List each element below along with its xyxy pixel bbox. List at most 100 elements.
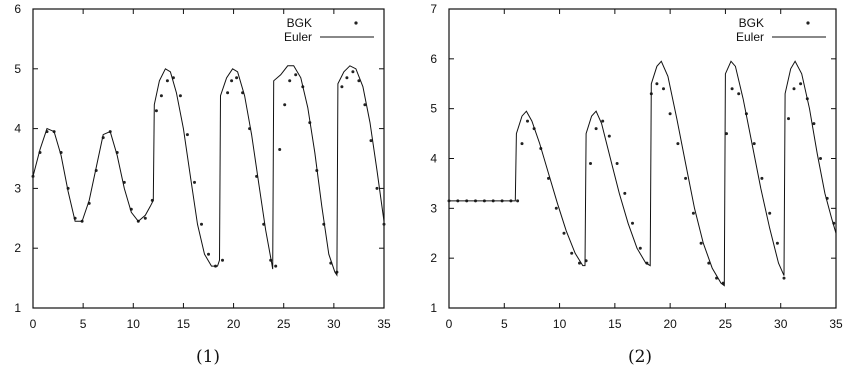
y-tick-label: 5 <box>14 62 21 76</box>
data-point-bgk <box>768 211 772 215</box>
data-point-bgk <box>193 180 196 184</box>
data-point-bgk <box>382 222 386 226</box>
data-point-bgk <box>185 133 189 137</box>
data-point-bgk <box>662 87 665 91</box>
data-point-bgk <box>707 261 711 265</box>
data-point-bgk <box>684 176 688 180</box>
x-tick-label: 0 <box>446 317 453 331</box>
x-tick-label: 5 <box>80 317 87 331</box>
data-point-bgk <box>676 142 680 146</box>
y-tick-label: 6 <box>430 52 437 66</box>
legend-point-swatch <box>806 21 810 25</box>
series-line-euler <box>449 60 837 287</box>
data-point-bgk <box>752 142 756 146</box>
data-point-bgk <box>638 246 642 250</box>
legend-label: Euler <box>284 30 312 44</box>
data-point-bgk <box>340 85 344 89</box>
legend-label: BGK <box>739 16 764 30</box>
y-tick-label: 7 <box>430 2 437 16</box>
y-tick-label: 4 <box>430 152 437 166</box>
y-tick-label: 1 <box>14 301 21 315</box>
y-tick-label: 1 <box>430 301 437 315</box>
data-point-bgk <box>812 122 816 126</box>
x-tick-label: 25 <box>719 317 733 331</box>
data-point-bgk <box>143 216 147 220</box>
data-point-bgk <box>655 82 659 86</box>
data-point-bgk <box>787 117 790 121</box>
x-tick-label: 25 <box>277 317 291 331</box>
x-tick-label: 10 <box>553 317 567 331</box>
y-tick-label: 5 <box>430 102 437 116</box>
data-point-bgk <box>154 109 158 113</box>
data-point-bgk <box>607 134 611 138</box>
data-point-bgk <box>226 91 230 95</box>
data-point-bgk <box>345 76 349 80</box>
y-tick-label: 6 <box>14 2 21 16</box>
data-point-bgk <box>274 264 278 268</box>
data-point-bgk <box>819 157 822 160</box>
x-tick-label: 15 <box>177 317 191 331</box>
plot-frame <box>32 8 385 309</box>
y-tick-label: 2 <box>14 241 21 255</box>
data-point-bgk <box>230 79 234 83</box>
x-tick-label: 20 <box>663 317 677 331</box>
plot-frame <box>448 8 837 309</box>
data-point-bgk <box>631 221 634 225</box>
data-point-bgk <box>562 231 566 235</box>
data-point-bgk <box>623 191 627 195</box>
data-point-bgk <box>159 94 163 98</box>
data-point-bgk <box>520 142 524 146</box>
data-point-bgk <box>699 241 703 245</box>
x-tick-label: 15 <box>608 317 622 331</box>
data-point-bgk <box>737 92 741 96</box>
data-point-bgk <box>526 119 529 123</box>
x-tick-label: 0 <box>30 317 37 331</box>
data-point-bgk <box>615 162 619 165</box>
y-tick-label: 3 <box>14 181 21 195</box>
x-tick-label: 30 <box>774 317 788 331</box>
y-tick-label: 4 <box>14 122 21 136</box>
x-tick-label: 10 <box>127 317 141 331</box>
data-point-bgk <box>200 222 203 226</box>
data-point-bgk <box>601 119 605 123</box>
x-tick-label: 30 <box>327 317 341 331</box>
data-point-bgk <box>775 241 779 245</box>
panel-caption: (1) <box>196 347 220 367</box>
series-line-euler <box>32 65 385 277</box>
y-tick-label: 3 <box>430 201 437 215</box>
panel-caption: (2) <box>628 347 652 367</box>
data-point-bgk <box>207 252 210 256</box>
legend-label: BGK <box>287 16 312 30</box>
legend-label: Euler <box>736 30 764 44</box>
data-point-bgk <box>221 258 224 262</box>
data-point-bgk <box>357 79 361 83</box>
data-point-bgk <box>351 70 355 74</box>
legend-point-swatch <box>354 21 358 25</box>
x-tick-label: 5 <box>501 317 508 331</box>
data-point-bgk <box>178 94 182 98</box>
data-point-bgk <box>294 73 298 77</box>
x-tick-label: 20 <box>227 317 241 331</box>
data-point-bgk <box>235 76 239 80</box>
data-point-bgk <box>369 139 373 143</box>
x-tick-label: 35 <box>829 317 843 331</box>
data-point-bgk <box>760 176 764 180</box>
data-point-bgk <box>589 162 592 165</box>
data-point-bgk <box>375 186 379 190</box>
data-point-bgk <box>570 251 574 255</box>
data-point-bgk <box>554 206 558 210</box>
data-point-bgk <box>792 87 796 91</box>
data-point-bgk <box>691 211 695 215</box>
data-point-bgk <box>730 87 734 91</box>
data-point-bgk <box>278 148 282 151</box>
data-point-bgk <box>363 103 367 107</box>
data-point-bgk <box>165 79 169 83</box>
data-point-bgk <box>782 276 786 280</box>
data-point-bgk <box>516 199 520 203</box>
data-point-bgk <box>283 103 287 107</box>
data-point-bgk <box>725 132 728 136</box>
x-tick-label: 35 <box>377 317 391 331</box>
